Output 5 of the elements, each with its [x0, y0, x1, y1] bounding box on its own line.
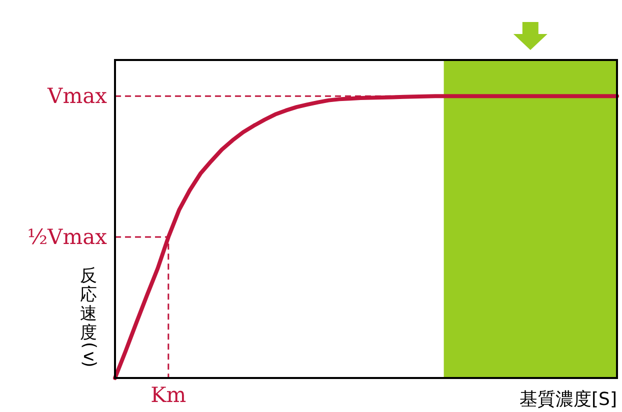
ref-line-label: ½Vmax	[27, 225, 108, 250]
annotation: Km	[150, 383, 186, 407]
x-axis-title: 基質濃度[S]	[520, 389, 617, 410]
ref-line-label: Vmax	[46, 84, 108, 108]
ylabel: 反応速度(v)	[79, 266, 99, 368]
